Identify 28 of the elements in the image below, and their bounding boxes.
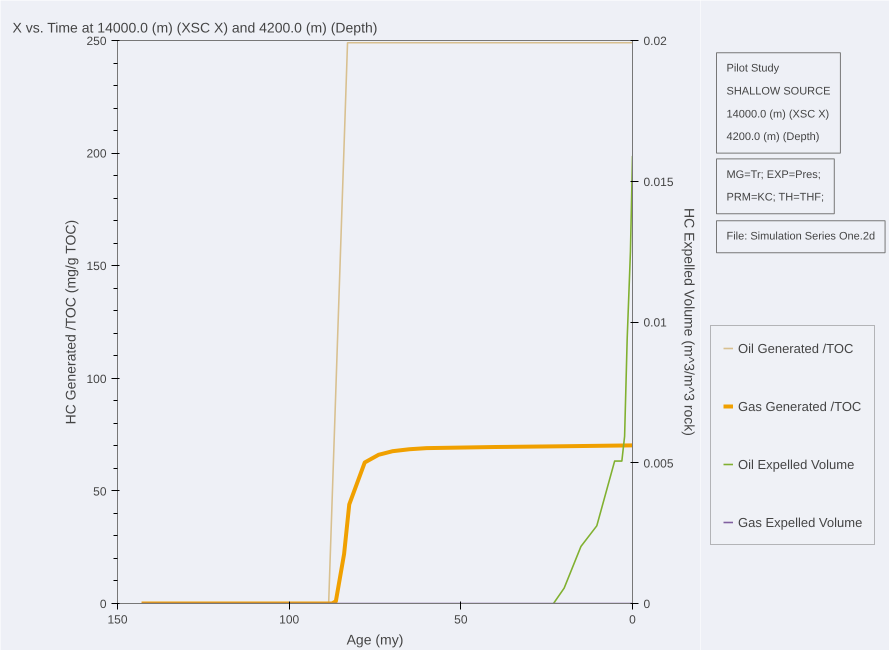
x-tick-label: 50: [454, 612, 468, 626]
line-series: [552, 155, 632, 604]
y-tick-label: 200: [86, 146, 107, 161]
y2-tick-label: 0.005: [644, 456, 674, 470]
text: Pilot Study SHALLOW SOURCE 14000.0 (m) (XSC X) 4200.0 (m) (Depth): [726, 62, 830, 144]
chart-title: X vs. Time at 14000.0 (m) (XSC X) and 4200.0 (m) (Depth): [12, 20, 378, 36]
y2-tick-label: 0.015: [644, 174, 674, 189]
legend-label: Oil Expelled Volume: [738, 456, 854, 472]
y2-axis-title: HC Expelled Volume (m^3/m^3 rock): [682, 208, 698, 436]
text: File: Simulation Series One.2d: [726, 230, 876, 243]
line-series: [140, 443, 632, 604]
y-tick-label: 0: [100, 597, 107, 611]
y-tick-label: 50: [93, 484, 107, 498]
y2-tick-label: 0: [644, 597, 650, 611]
x-tick-label: 150: [107, 612, 128, 626]
x-axis-title: Age (my): [346, 632, 404, 648]
legend-label: Gas Expelled Volume: [738, 514, 862, 530]
legend-label: Gas Generated /TOC: [738, 398, 862, 414]
legend-label: Oil Generated /TOC: [738, 340, 854, 356]
y2-tick-label: 0.01: [644, 316, 668, 330]
x-tick-label: 100: [279, 612, 300, 626]
y2-tick-label: 0.02: [644, 34, 668, 48]
y-tick-label: 100: [86, 372, 107, 386]
text: MG=Tr; EXP=Pres; PRM=KC; TH=THF;: [726, 168, 824, 204]
y-tick-label: 250: [86, 34, 107, 48]
y-tick-label: 150: [86, 259, 107, 274]
y-axis-title: HC Generated /TOC (mg/g TOC): [62, 220, 78, 424]
x-tick-label: 0: [629, 612, 636, 626]
